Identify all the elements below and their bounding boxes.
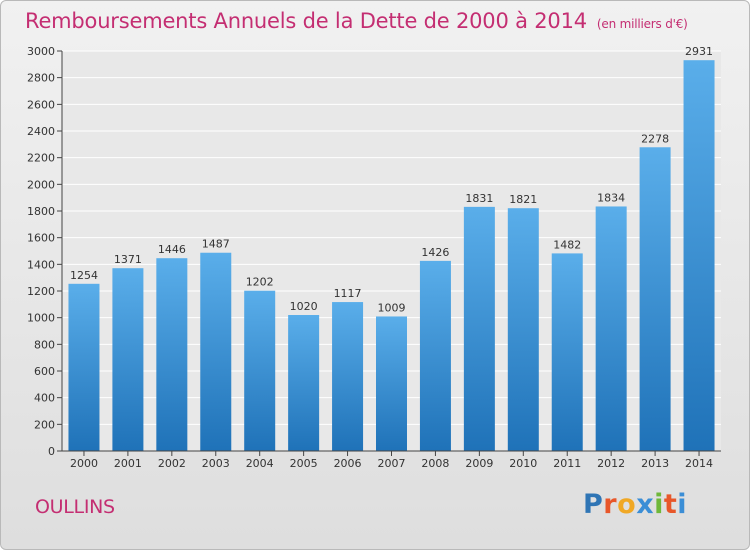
- logo-letter: x: [636, 489, 655, 520]
- y-tick-label: 2800: [27, 72, 55, 85]
- logo-letter: t: [663, 489, 678, 520]
- value-label: 2278: [641, 132, 669, 145]
- x-tick-label: 2010: [509, 457, 537, 470]
- x-tick-label: 2003: [202, 457, 230, 470]
- x-tick-label: 2002: [158, 457, 186, 470]
- y-tick-label: 600: [34, 365, 55, 378]
- y-tick-label: 2400: [27, 125, 55, 138]
- x-tick-labels: 2000 2001 2002 2003 2004 2005 2006 2007 2008 2009…: [70, 451, 713, 470]
- x-tick-label: 2014: [685, 457, 713, 470]
- logo-letter: i: [654, 489, 664, 520]
- bar: [639, 147, 671, 451]
- y-tick-label: 800: [34, 338, 55, 351]
- x-tick-label: 2006: [334, 457, 362, 470]
- logo-letter: P: [583, 489, 604, 520]
- bar: [156, 258, 188, 451]
- value-label: 1482: [553, 238, 581, 251]
- value-label: 1487: [202, 238, 230, 251]
- x-tick-label: 2012: [597, 457, 625, 470]
- value-label: 1446: [158, 243, 186, 256]
- y-tick-label: 2000: [27, 178, 55, 191]
- bar: [200, 252, 232, 451]
- logo-letter: o: [617, 489, 637, 520]
- x-tick-label: 2011: [553, 457, 581, 470]
- y-tick-label: 2200: [27, 152, 55, 165]
- bar: [112, 268, 144, 451]
- x-tick-label: 2005: [290, 457, 318, 470]
- axes: [61, 51, 721, 452]
- x-tick-label: 2013: [641, 457, 669, 470]
- value-label: 1117: [334, 287, 362, 300]
- x-tick-label: 2007: [378, 457, 406, 470]
- bars: [68, 60, 715, 451]
- x-tick-label: 2000: [70, 457, 98, 470]
- value-label: 1371: [114, 253, 142, 266]
- bar: [288, 315, 320, 451]
- logo-letter: i: [677, 489, 688, 520]
- bar: [507, 208, 539, 451]
- y-tick-label: 1800: [27, 205, 55, 218]
- chart-title: Remboursements Annuels de la Dette de 20…: [25, 9, 688, 33]
- value-label: 2931: [685, 45, 713, 58]
- value-label: 1426: [421, 246, 449, 259]
- chart-title-text: Remboursements Annuels de la Dette de 20…: [25, 9, 587, 33]
- y-tick-label: 2600: [27, 98, 55, 111]
- value-label: 1821: [509, 193, 537, 206]
- proxiti-logo: Proxiti: [583, 489, 687, 520]
- value-labels: 1254 1371 1446 1487 1202 1020 1117 1009 1426 1831…: [70, 45, 713, 314]
- city-name: OULLINS: [35, 496, 115, 518]
- logo-letter: r: [603, 489, 618, 520]
- bar: [68, 283, 100, 451]
- y-tick-label: 400: [34, 392, 55, 405]
- y-tick-label: 1000: [27, 312, 55, 325]
- y-tick-label: 1200: [27, 285, 55, 298]
- bar: [419, 260, 451, 451]
- x-tick-label: 2001: [114, 457, 142, 470]
- bar: [683, 60, 715, 451]
- y-tick-label: 200: [34, 418, 55, 431]
- y-tick-label: 1600: [27, 232, 55, 245]
- value-label: 1020: [290, 300, 318, 313]
- y-tick-label: 1400: [27, 258, 55, 271]
- value-label: 1834: [597, 191, 625, 204]
- value-label: 1202: [246, 276, 274, 289]
- bar: [551, 253, 583, 451]
- value-label: 1831: [465, 192, 493, 205]
- bar: [332, 302, 364, 451]
- x-tick-label: 2009: [465, 457, 493, 470]
- chart-unit: (en milliers d'€): [596, 17, 688, 31]
- x-tick-label: 2008: [421, 457, 449, 470]
- value-label: 1009: [378, 301, 406, 314]
- y-tick-labels: 0 200 400 600 800 1000 1200 1400 1600 1800 2000 220…: [27, 45, 55, 458]
- bar: [463, 206, 495, 451]
- value-label: 1254: [70, 269, 98, 282]
- bar: [244, 290, 276, 451]
- x-tick-label: 2004: [246, 457, 274, 470]
- bar: [595, 206, 627, 451]
- bar: [376, 316, 407, 451]
- y-tick-label: 0: [48, 445, 55, 458]
- y-tick-label: 3000: [27, 45, 55, 58]
